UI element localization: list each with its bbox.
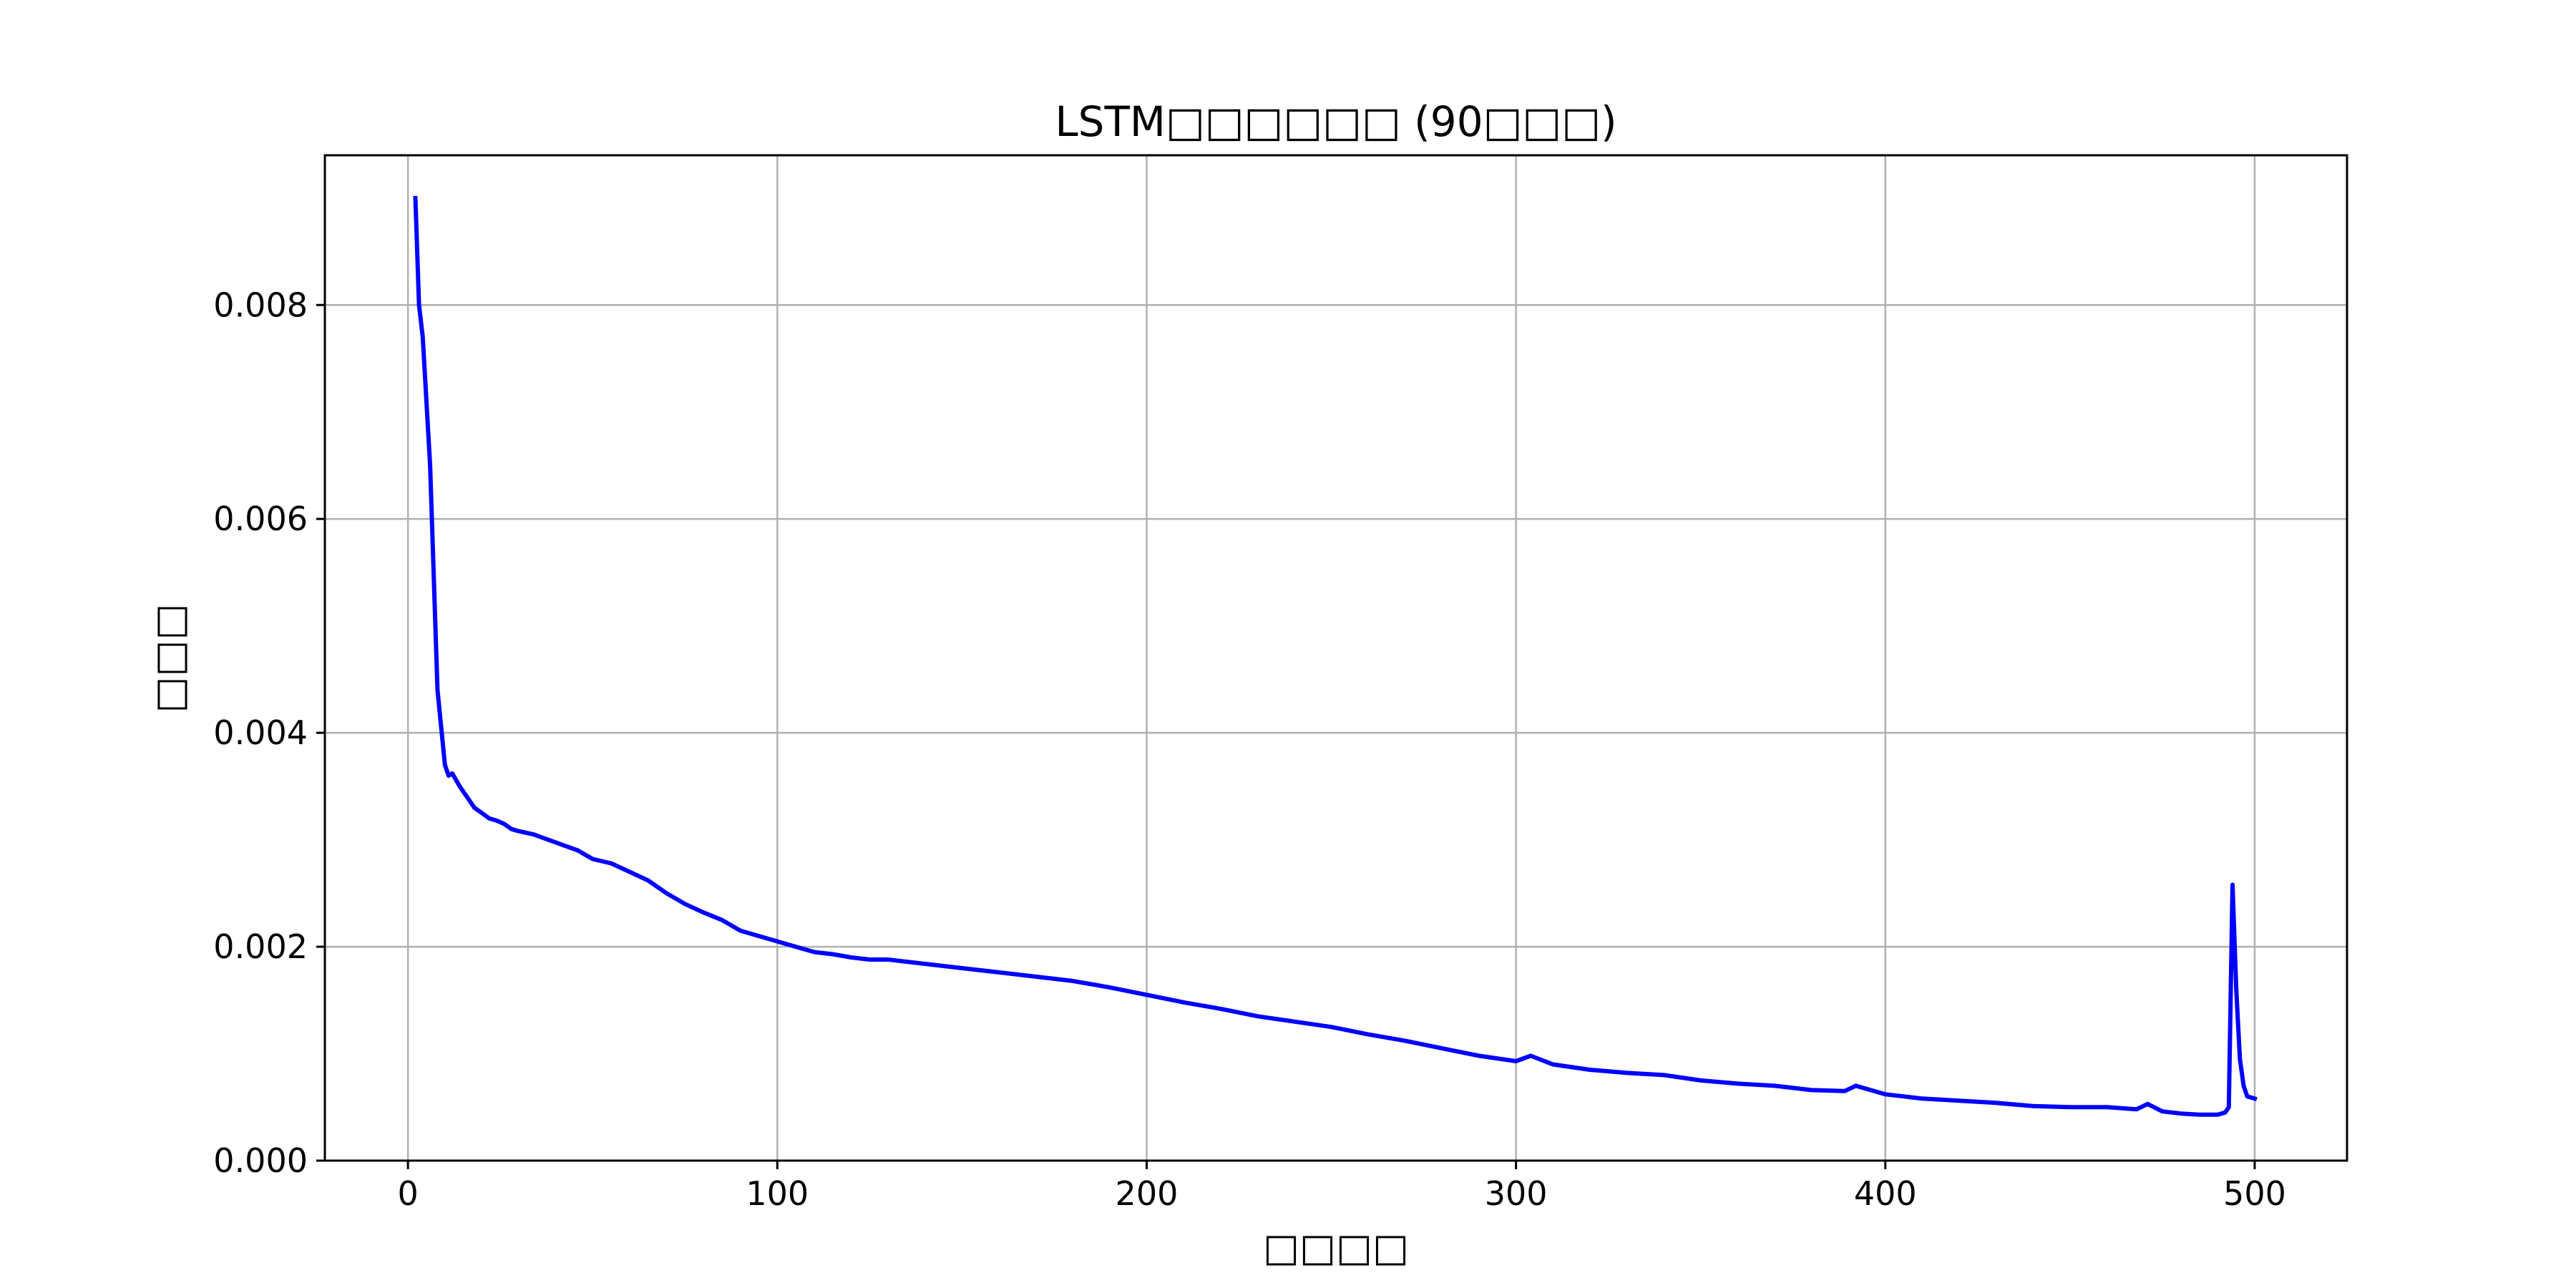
- y-tick-label: 0.008: [213, 286, 308, 324]
- plot-frame: [323, 154, 2348, 1162]
- y-tick-label: 0.000: [213, 1141, 308, 1180]
- x-tick-label: 0: [397, 1174, 418, 1213]
- x-tick-label: 100: [746, 1174, 809, 1213]
- x-tick-label: 300: [1485, 1174, 1548, 1213]
- y-tick-label: 0.004: [213, 713, 308, 752]
- series-group: [413, 195, 2258, 1117]
- y-axis-ticks: 0.000 0.002 0.004 0.006 0.008: [213, 286, 325, 1180]
- x-tick-label: 200: [1116, 1174, 1179, 1213]
- x-axis-ticks: 0 100 200 300 400 500: [397, 1161, 2286, 1213]
- chart-title: LSTM□□□□□□ (90□□□): [1055, 97, 1616, 146]
- x-tick-label: 500: [2223, 1174, 2286, 1213]
- series-line: [413, 195, 2258, 1117]
- x-tick-label: 400: [1854, 1174, 1917, 1213]
- y-tick-label: 0.002: [213, 927, 308, 966]
- y-tick-label: 0.006: [213, 499, 308, 538]
- x-axis-label: □□□□: [1263, 1225, 1409, 1270]
- y-axis-label: □□□: [147, 603, 192, 713]
